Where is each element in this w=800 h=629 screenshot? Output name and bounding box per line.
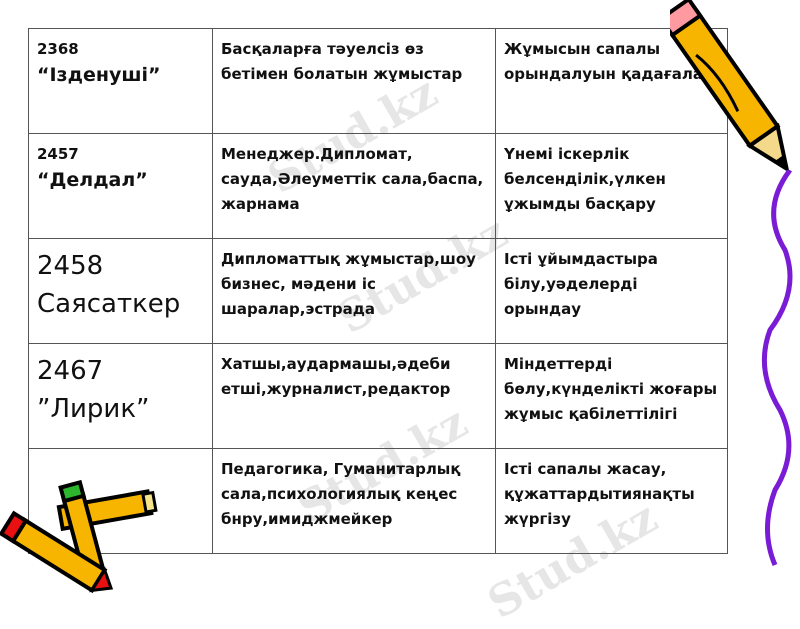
skill-text: Істі сапалы жасау, құжаттардытиянақты жү…	[504, 460, 695, 528]
type-name: “Делдал”	[37, 169, 148, 191]
skill-cell: Істі ұйымдастыра білу,уәделерді орындау	[495, 238, 728, 344]
skill-cell: Жұмысын сапалы орындалуын қадағалау	[495, 28, 728, 134]
table-row: 2458 Саясаткер Дипломаттық жұмыстар,шоу …	[28, 238, 728, 344]
skill-text: Үнемі іскерлік белсенділік,үлкен ұжымды …	[504, 145, 666, 213]
profession-table: 2368 “Ізденуші” Басқаларға тәуелсіз өз б…	[28, 28, 728, 554]
work-text: Дипломаттық жұмыстар,шоу бизнес, мәдени …	[221, 250, 476, 318]
skill-text: Міндеттерді бөлу,күнделікті жоғары жұмыс…	[504, 355, 718, 423]
skill-text: Істі ұйымдастыра білу,уәделерді орындау	[504, 250, 658, 318]
skill-cell: Үнемі іскерлік белсенділік,үлкен ұжымды …	[495, 133, 728, 239]
skill-cell: Міндеттерді бөлу,күнделікті жоғары жұмыс…	[495, 343, 728, 449]
work-text: Менеджер.Дипломат, сауда,Әлеуметтік сала…	[221, 145, 484, 213]
work-text: Басқаларға тәуелсіз өз бетімен болатын ж…	[221, 40, 463, 83]
work-text: Педагогика, Гуманитарлық сала,психология…	[221, 460, 461, 528]
code: 2457	[37, 145, 79, 163]
code-cell: 2467 ”Лирик”	[28, 343, 213, 449]
table-row: 2457 “Делдал” Менеджер.Дипломат, сауда,Ә…	[28, 133, 728, 239]
table-row: 2368 “Ізденуші” Басқаларға тәуелсіз өз б…	[28, 28, 728, 134]
code-cell: 2457 “Делдал”	[28, 133, 213, 239]
crayons-icon	[0, 480, 158, 594]
type-name: ”Лирик”	[37, 394, 150, 424]
code: 2458	[37, 251, 104, 281]
work-cell: Басқаларға тәуелсіз өз бетімен болатын ж…	[212, 28, 496, 134]
wavy-line-decoration	[761, 170, 793, 566]
table-row: 2467 ”Лирик” Хатшы,аудармашы,әдеби етші,…	[28, 343, 728, 449]
code-cell: 2368 “Ізденуші”	[28, 28, 213, 134]
work-cell: Хатшы,аудармашы,әдеби етші,журналист,ред…	[212, 343, 496, 449]
table-row: Педагогика, Гуманитарлық сала,психология…	[28, 448, 728, 554]
pencil-icon	[670, 0, 790, 173]
skill-text: Жұмысын сапалы орындалуын қадағалау	[504, 40, 713, 83]
skill-cell: Істі сапалы жасау, құжаттардытиянақты жү…	[495, 448, 728, 554]
work-cell: Педагогика, Гуманитарлық сала,психология…	[212, 448, 496, 554]
code-cell: 2458 Саясаткер	[28, 238, 213, 344]
type-name: “Ізденуші”	[37, 64, 161, 86]
work-cell: Менеджер.Дипломат, сауда,Әлеуметтік сала…	[212, 133, 496, 239]
code: 2467	[37, 356, 104, 386]
type-name: Саясаткер	[37, 289, 181, 319]
work-text: Хатшы,аудармашы,әдеби етші,журналист,ред…	[221, 355, 451, 398]
code: 2368	[37, 40, 79, 58]
work-cell: Дипломаттық жұмыстар,шоу бизнес, мәдени …	[212, 238, 496, 344]
